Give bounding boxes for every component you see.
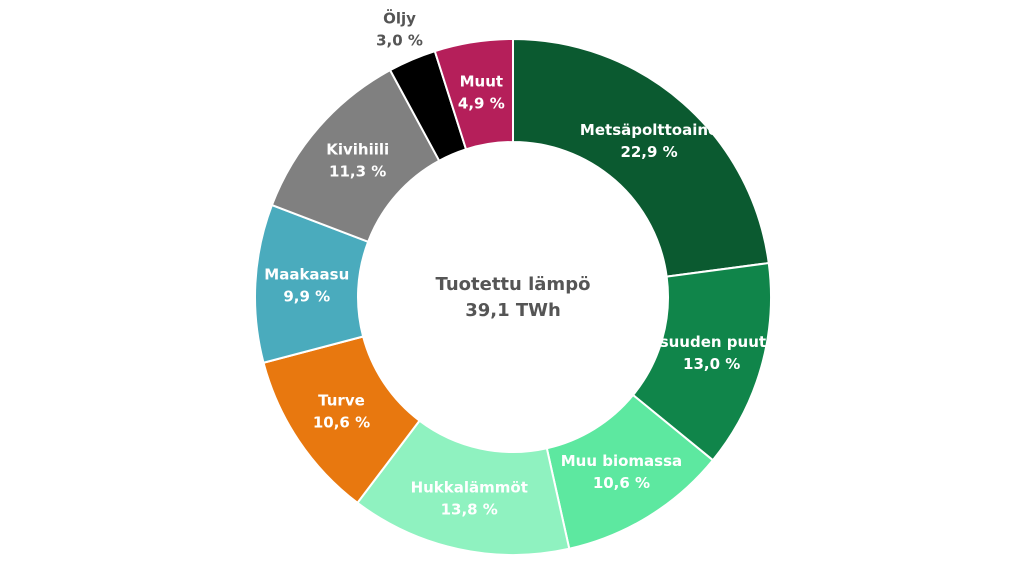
value-label: 22,9 % <box>620 143 677 161</box>
value-label: 10,6 % <box>313 413 370 431</box>
donut-segment <box>433 37 514 151</box>
value-label: 13,8 % <box>441 500 498 518</box>
segment-label: Kivihiili <box>326 140 389 158</box>
segment-label: Muut <box>460 72 503 90</box>
segment-label: Muu biomassa <box>561 452 682 470</box>
segment-label: Hukkalämmöt <box>411 478 528 496</box>
value-label: 4,9 % <box>458 94 505 112</box>
value-label: 9,9 % <box>283 287 330 305</box>
value-label: 13,0 % <box>683 355 740 373</box>
segment-label: Turve <box>318 391 365 409</box>
segment-label: Maakaasu <box>264 265 349 283</box>
center-value: 39,1 TWh <box>465 300 561 321</box>
value-label: 10,6 % <box>593 474 650 492</box>
segment-label: Metsäpolttoaine <box>580 121 718 139</box>
segment-label: Teollisuuden puutähde <box>616 333 808 351</box>
center-label: Tuotettu lämpö <box>436 274 591 295</box>
donut-segment <box>512 37 770 278</box>
value-label: 11,3 % <box>329 162 386 180</box>
value-label: 3,0 % <box>376 32 423 50</box>
segment-label: Öljy <box>383 9 416 28</box>
